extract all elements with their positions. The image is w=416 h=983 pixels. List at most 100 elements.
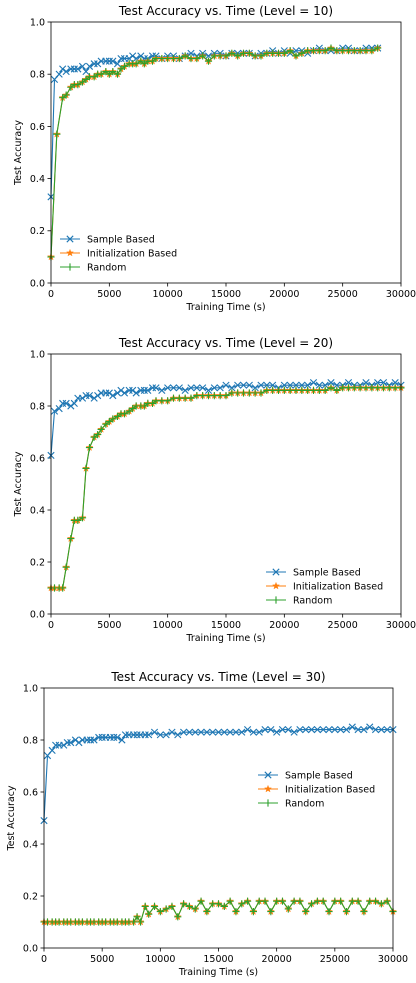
legend-item: Sample Based: [266, 568, 361, 579]
data-point: [269, 381, 277, 389]
series-random: [40, 897, 397, 926]
series-initialization-based: [47, 383, 405, 592]
data-point: [187, 384, 195, 392]
legend-label: Sample Based: [293, 568, 361, 579]
data-point: [197, 897, 205, 905]
x-tick-label: 20000: [269, 289, 299, 300]
data-point: [374, 379, 382, 387]
data-point: [214, 900, 223, 908]
data-point: [85, 444, 94, 452]
data-point: [136, 918, 145, 926]
data-point: [220, 728, 228, 736]
data-point: [238, 900, 246, 908]
data-point: [181, 386, 189, 394]
legend-item: Sample Based: [258, 771, 353, 782]
legend-item: Random: [60, 263, 126, 274]
data-point: [325, 726, 333, 734]
x-tick-label: 5000: [97, 620, 121, 631]
x-tick-label: 10000: [153, 620, 183, 631]
y-tick-label: 0.8: [30, 401, 45, 412]
series-sample-based: [40, 723, 397, 825]
data-point: [109, 57, 117, 65]
data-point: [337, 726, 345, 734]
data-point: [383, 897, 391, 905]
data-point: [203, 908, 211, 916]
data-point: [62, 399, 70, 407]
data-point: [354, 897, 362, 905]
series-line: [51, 387, 401, 589]
data-point: [354, 726, 362, 734]
data-point: [228, 49, 236, 57]
data-point: [234, 381, 242, 389]
data-point: [78, 514, 87, 522]
data-point: [117, 386, 125, 394]
data-point: [377, 726, 385, 734]
data-point: [187, 394, 195, 402]
series-random: [47, 44, 382, 261]
data-point: [193, 384, 201, 392]
y-tick-label: 1.0: [23, 683, 38, 694]
data-point: [150, 728, 159, 736]
legend-item: Sample Based: [60, 235, 155, 246]
data-point: [333, 381, 341, 389]
data-point: [145, 731, 153, 739]
data-point: [273, 728, 281, 736]
data-point: [137, 52, 145, 60]
data-point: [315, 381, 323, 389]
data-point: [113, 60, 122, 68]
legend-marker: [66, 263, 74, 271]
chart-title: Test Accuracy vs. Time (Level = 30): [110, 670, 325, 684]
data-point: [75, 739, 83, 747]
y-tick-label: 0.2: [30, 226, 45, 237]
data-point: [74, 65, 82, 73]
x-tick-label: 20000: [269, 620, 299, 631]
data-point: [162, 905, 170, 913]
data-point: [158, 386, 166, 394]
data-point: [94, 392, 102, 400]
y-axis-label: Test Accuracy: [13, 120, 24, 186]
data-point: [210, 384, 218, 392]
series-line: [50, 47, 378, 257]
x-tick-label: 10000: [153, 289, 183, 300]
x-tick-label: 15000: [211, 289, 241, 300]
legend-label: Sample Based: [87, 235, 155, 246]
y-axis-label: Test Accuracy: [6, 785, 17, 851]
legend-label: Random: [285, 799, 324, 810]
chart-title: Test Accuracy vs. Time (Level = 20): [118, 336, 333, 350]
data-point: [191, 905, 199, 913]
legend-marker: [264, 784, 272, 793]
data-point: [257, 52, 265, 60]
data-point: [174, 731, 182, 739]
x-axis-label: Training Time (s): [178, 967, 258, 978]
legend-item: Initialization Based: [258, 785, 375, 796]
data-point: [278, 897, 287, 905]
data-point: [321, 47, 329, 55]
series-line: [50, 47, 378, 257]
data-point: [120, 410, 129, 418]
data-point: [132, 60, 140, 68]
legend-marker: [66, 248, 74, 257]
data-point: [120, 62, 129, 70]
data-point: [85, 62, 94, 70]
y-tick-label: 0.4: [30, 174, 45, 185]
data-point: [298, 49, 306, 57]
data-point: [145, 910, 153, 918]
data-point: [74, 81, 82, 89]
legend: Sample Based Initialization Based Random: [266, 568, 383, 607]
legend: Sample Based Initialization Based Random: [258, 771, 375, 810]
data-point: [286, 47, 294, 55]
x-tick-label: 15000: [211, 620, 241, 631]
data-point: [169, 384, 178, 392]
legend-label: Random: [293, 596, 332, 607]
data-point: [313, 726, 321, 734]
data-point: [374, 44, 382, 52]
data-point: [180, 900, 188, 908]
data-point: [109, 67, 117, 76]
data-point: [360, 908, 368, 916]
data-point: [216, 384, 224, 392]
plot-frame: [50, 21, 402, 284]
chart-title: Test Accuracy vs. Time (Level = 10): [118, 4, 333, 18]
data-point: [67, 535, 75, 543]
data-point: [337, 897, 345, 905]
data-point: [55, 70, 63, 78]
